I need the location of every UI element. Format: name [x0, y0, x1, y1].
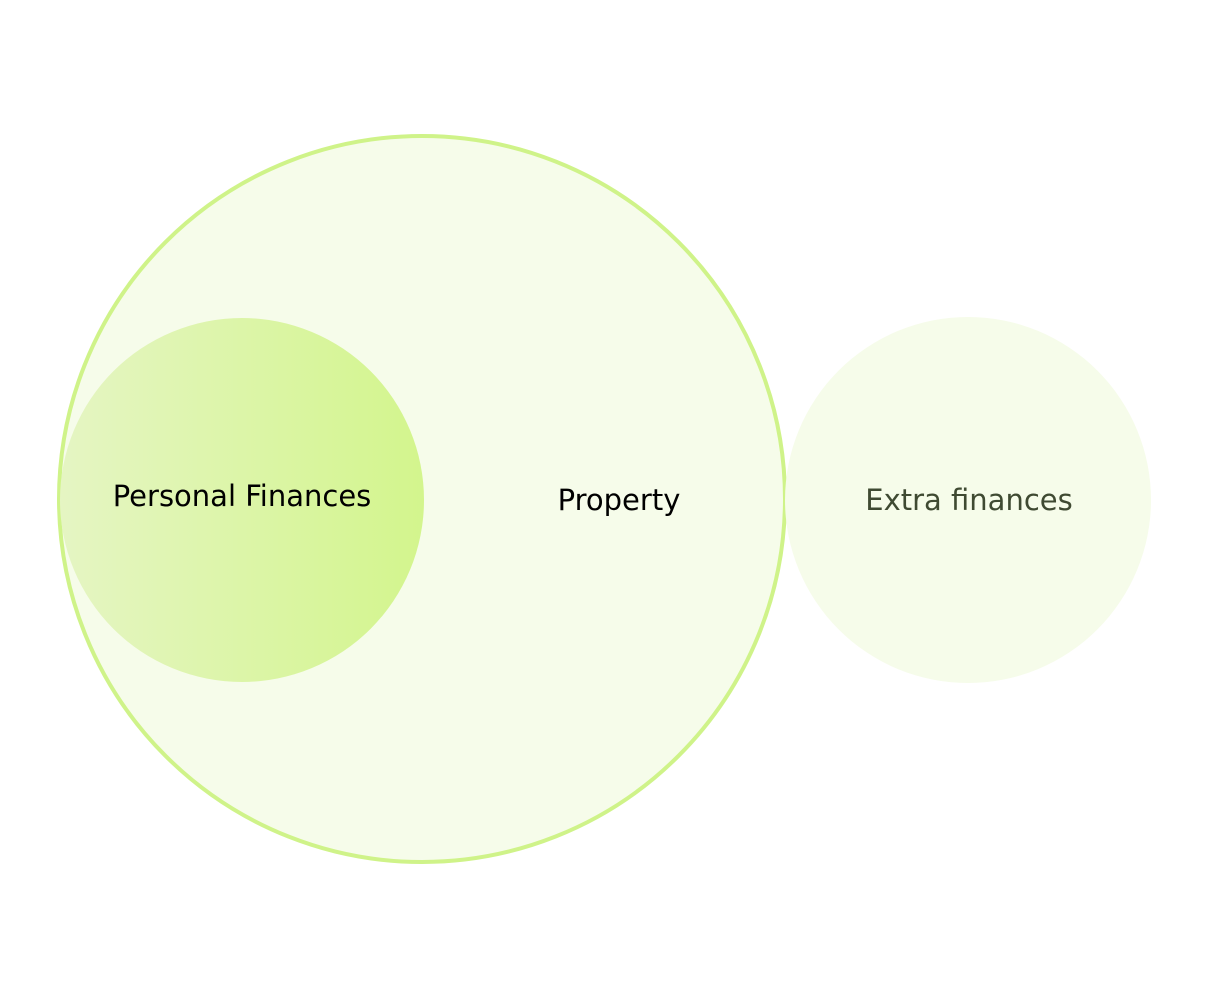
extra-finances-label: Extra finances	[865, 483, 1072, 517]
extra-finances-circle	[785, 317, 1151, 683]
property-label: Property	[558, 483, 681, 517]
personal-finances-label: Personal Finances	[113, 479, 372, 513]
personal-finances-circle	[60, 318, 424, 682]
